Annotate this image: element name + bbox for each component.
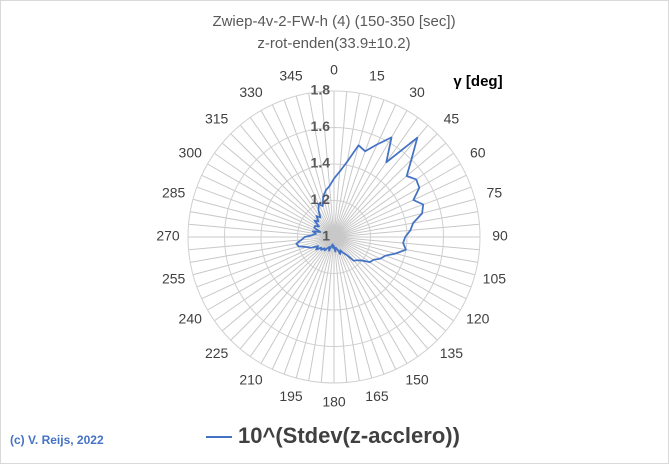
labels: 1 1.2 1.4 1.6 1.8 0 15 30 45 60 75 90 105 120 135 150 16… [156,62,508,448]
grid-circle [297,200,371,274]
plot [295,136,425,263]
angle-label: 30 [409,84,425,100]
angle-label: 195 [279,388,303,404]
angle-label: 180 [322,394,346,410]
axis-label: γ [deg] [453,73,502,90]
r-tick-label: 1.4 [311,155,331,171]
angle-label: 225 [205,345,229,361]
angle-label: 135 [440,345,464,361]
copyright: (c) V. Reijs, 2022 [10,433,104,447]
angle-label: 75 [487,185,503,201]
angle-label: 60 [470,145,486,161]
angle-label: 45 [444,110,460,126]
chart-subtitle: z-rot-enden(33.9±10.2) [257,35,410,52]
angle-label: 315 [205,110,229,126]
angle-label: 270 [156,228,180,244]
legend-label: 10^(Stdev(z-acclero)) [238,423,460,448]
angle-label: 150 [405,371,429,387]
angle-label: 345 [279,67,303,83]
angle-label: 90 [492,228,508,244]
chart-title: Zwiep-4v-2-FW-h (4) (150-350 [sec]) [212,13,455,30]
angle-label: 300 [179,145,203,161]
r-tick-label: 1 [322,228,330,244]
angle-label: 210 [239,371,263,387]
angle-label: 120 [466,311,490,327]
grid [187,90,481,384]
angle-label: 330 [239,84,263,100]
r-tick-label: 1.8 [311,82,331,98]
r-tick-label: 1.2 [311,191,331,207]
grid-circle [224,127,444,347]
series-line [295,136,425,263]
grid-circle [187,90,481,384]
r-tick-label: 1.6 [311,118,331,134]
angle-label: 255 [162,271,186,287]
angle-label: 105 [483,271,507,287]
angle-label: 0 [330,62,338,78]
angle-label: 240 [179,311,203,327]
angle-label: 285 [162,185,186,201]
angle-label: 15 [369,67,385,83]
grid-circle [260,163,408,311]
angle-label: 165 [365,388,389,404]
